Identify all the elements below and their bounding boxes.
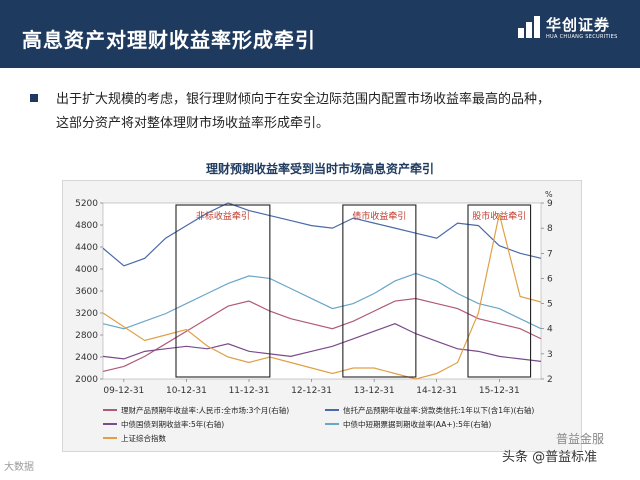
bullet-line-2: 这部分资产将对整体理财市场收益率形成牵引。	[56, 116, 330, 131]
company-logo: 华创证券 HUA CHUANG SECURITIES	[516, 12, 626, 52]
plot-area	[102, 202, 542, 380]
watermark-right-top: 普益金服	[556, 432, 605, 446]
annotation-box-2	[342, 204, 417, 378]
page-title: 高息资产对理财收益率形成牵引	[22, 28, 316, 52]
left-tick-label: 2800	[75, 331, 98, 341]
right-tick-label: 2	[547, 375, 553, 385]
right-tick-label: 3	[547, 350, 553, 360]
right-tick-label: 6	[547, 274, 553, 284]
line-chart: 5200 4800 4400 4000 3600 3200 2800 2400 2000 9 8 7 6…	[75, 190, 553, 443]
logo-icon	[518, 16, 540, 38]
legend-label-4: 中债中短期票据到期收益率(AA+):5年(右轴)	[343, 419, 491, 429]
right-tick-label: 4	[547, 325, 553, 335]
header-bar: 高息资产对理财收益率形成牵引 华创证券 HUA CHUANG SECURITIE…	[0, 0, 640, 68]
annotation-box-3	[467, 204, 532, 378]
x-tick-label: 11-12-31	[229, 386, 270, 396]
left-tick-label: 4400	[75, 243, 98, 253]
watermark-left: 大数据	[4, 462, 34, 473]
left-tick-label: 2000	[75, 375, 98, 385]
right-tick-label: 8	[547, 224, 553, 234]
bullet-square-icon	[30, 94, 38, 102]
right-tick-label: 9	[547, 199, 553, 209]
left-tick-label: 5200	[75, 199, 98, 209]
right-tick-label: 5	[547, 300, 553, 310]
bullet-text: 出于扩大规模的考虑，银行理财倾向于在安全边际范围内配置市场收益率最高的品种， 这…	[56, 88, 631, 136]
x-tick-label: 14-12-31	[416, 386, 457, 396]
chart-frame: 5200 4800 4400 4000 3600 3200 2800 2400 2000 9 8 7 6…	[62, 180, 582, 452]
left-tick-label: 2400	[75, 353, 98, 363]
x-tick-label: 15-12-31	[479, 386, 520, 396]
x-tick-label: 13-12-31	[354, 386, 395, 396]
legend-label-5: 上证综合指数	[121, 433, 166, 443]
legend-label-2: 信托产品预期年收益率:贷款类信托:1年以下(含1年)(右轴)	[343, 405, 534, 415]
chart-title: 理财预期收益率受到当时市场高息资产牵引	[205, 162, 434, 176]
left-tick-label: 4000	[75, 265, 98, 275]
legend-label-3: 中债国债到期收益率:5年(右轴)	[121, 419, 224, 429]
annotation-label-1: 非标收益牵引	[196, 210, 250, 222]
left-tick-label: 3200	[75, 309, 98, 319]
bullet-line-1: 出于扩大规模的考虑，银行理财倾向于在安全边际范围内配置市场收益率最高的品种，	[56, 92, 551, 107]
left-tick-label: 4800	[75, 221, 98, 231]
annotation-label-3: 股市收益牵引	[472, 210, 526, 222]
annotation-box-1	[175, 204, 271, 378]
x-tick-label: 09-12-31	[103, 386, 144, 396]
watermark-right: 头条 @普益标准	[502, 450, 598, 465]
logo-text-cn: 华创证券	[546, 16, 611, 34]
x-tick-label: 12-12-31	[291, 386, 332, 396]
legend-label-1: 理财产品预期年收益率:人民币:全市场:3个月(右轴)	[121, 405, 289, 415]
x-tick-label: 10-12-31	[166, 386, 207, 396]
annotation-label-2: 债市收益牵引	[352, 210, 406, 222]
right-axis-unit: %	[545, 190, 553, 199]
left-tick-label: 3600	[75, 287, 98, 297]
logo-text-en: HUA CHUANG SECURITIES	[546, 34, 618, 40]
right-tick-label: 7	[547, 249, 553, 259]
